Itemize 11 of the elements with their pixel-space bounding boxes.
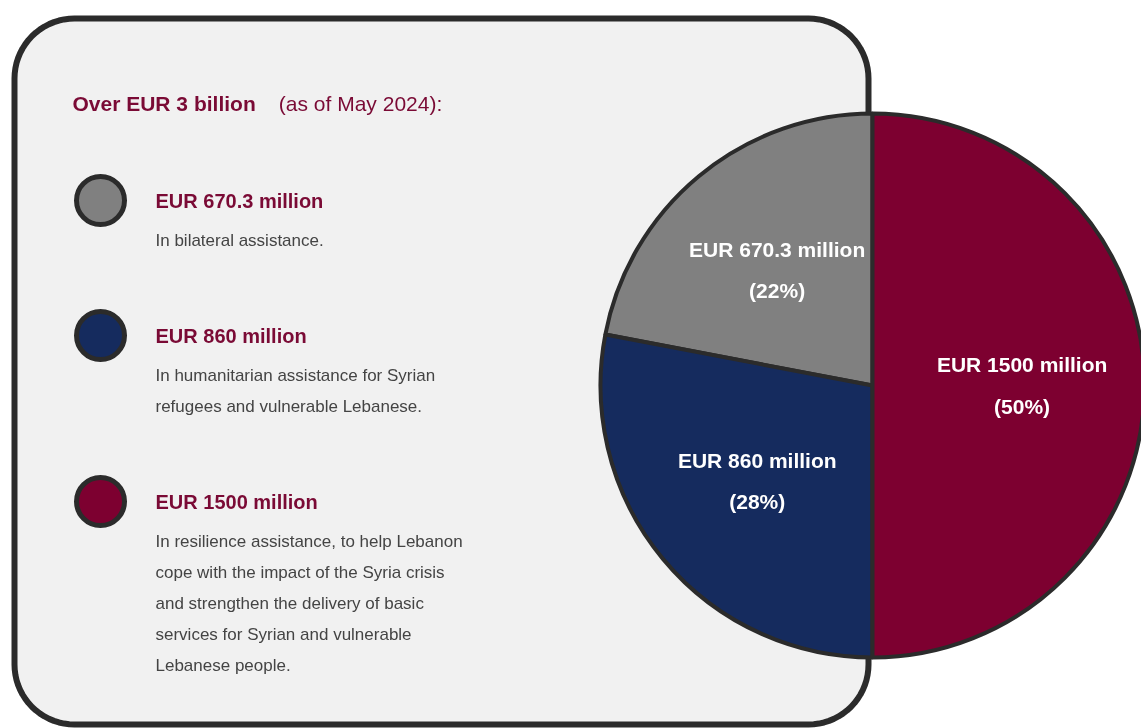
data-label: EUR 860 million (28%): [677, 448, 837, 514]
legend-label: EUR 670.3 million: [155, 189, 324, 212]
data-label: EUR 1500 million (50%): [936, 353, 1108, 418]
legend-label: EUR 1500 million: [155, 490, 318, 513]
data-label: EUR 670.3 million (22%): [689, 238, 866, 303]
text: In resilience assistance, to help Lebanon cope with the impact of the Syria crisis and strengthen the delivery of basic services for Syrian and vulnerable Lebanese people.: [155, 532, 463, 675]
text: In humanitarian assistance for Syrian refugees and vulnerable Lebanese.: [155, 366, 436, 416]
chart-title: Over EUR 3 billion: [72, 92, 256, 115]
chart-subtitle: (as of May 2024):: [278, 92, 443, 115]
legend-label: EUR 860 million: [155, 324, 307, 347]
text: In bilateral assistance.: [155, 231, 324, 250]
